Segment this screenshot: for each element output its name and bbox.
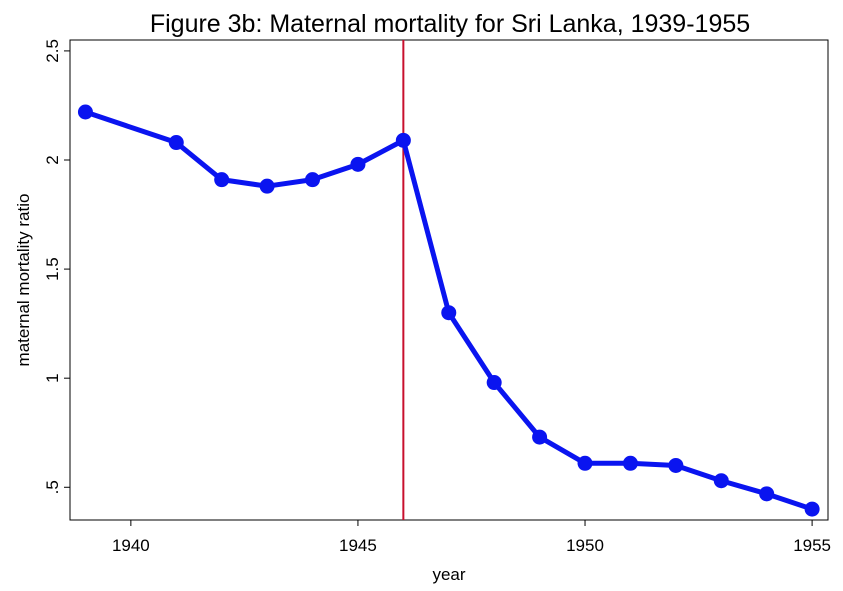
plot-frame [69,39,829,521]
data-line [84,109,813,512]
data-point [305,172,321,188]
data-point [759,486,775,502]
y-tick-label: 2 [43,155,62,164]
y-tick-label: 1 [43,373,62,382]
data-point [804,501,820,517]
y-tick-label: 1.5 [43,257,62,281]
data-point [577,455,593,471]
data-point [259,178,275,194]
data-point [668,457,684,473]
y-axis-label: maternal mortality ratio [14,194,33,367]
x-axis-label: year [432,565,465,584]
data-point [168,135,184,151]
x-tick-label: 1945 [339,536,377,555]
data-point [214,172,230,188]
x-tick-label: 1940 [112,536,150,555]
y-tick-label: 2.5 [43,39,62,63]
data-point [441,305,457,321]
chart-title: Figure 3b: Maternal mortality for Sri La… [150,10,750,38]
data-point [395,132,411,148]
x-tick-label: 1950 [566,536,604,555]
data-point [532,429,548,445]
data-point [77,104,93,120]
y-tick-label: .5 [43,480,62,494]
data-point [486,375,502,391]
data-point [350,156,366,172]
x-tick-label: 1955 [793,536,831,555]
data-point [622,455,638,471]
data-point [713,473,729,489]
